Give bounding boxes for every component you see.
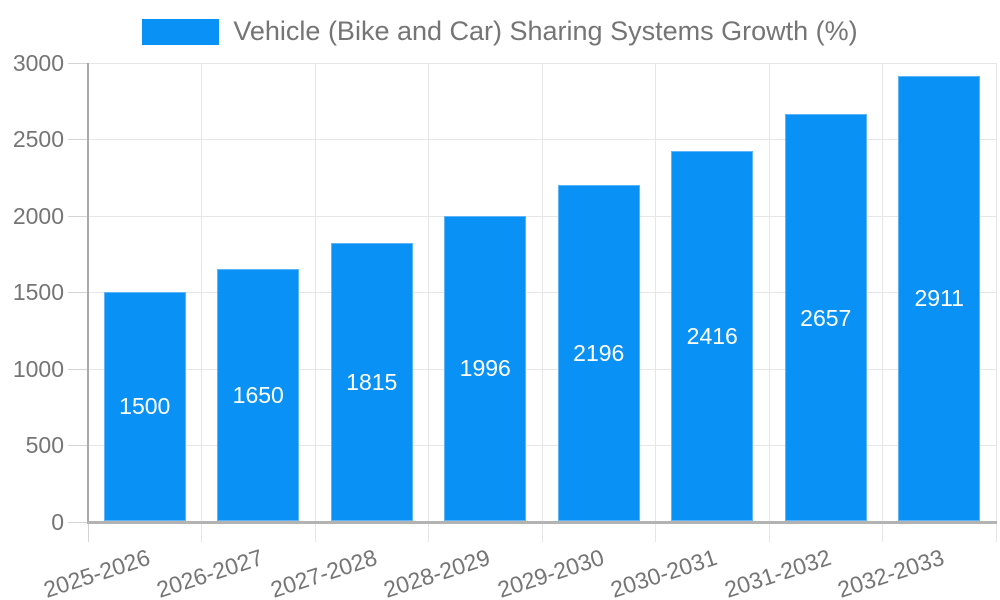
bar: 2911 xyxy=(898,75,981,521)
y-tick-label: 500 xyxy=(25,432,64,458)
y-tick-label: 1500 xyxy=(12,279,64,305)
v-gridline xyxy=(428,63,429,542)
y-tick-label: 2500 xyxy=(12,126,64,152)
v-gridline xyxy=(882,63,883,542)
bar-value-label: 2416 xyxy=(686,323,738,350)
y-tick xyxy=(68,368,88,370)
v-gridline xyxy=(655,63,656,542)
legend-label: Vehicle (Bike and Car) Sharing Systems G… xyxy=(233,16,858,46)
v-gridline xyxy=(995,63,997,542)
bar: 2657 xyxy=(784,114,867,521)
y-tick-label: 0 xyxy=(51,508,64,535)
legend-swatch xyxy=(142,18,220,45)
bar: 1500 xyxy=(103,291,186,521)
x-tick-label: 2026-2027 xyxy=(153,544,267,600)
bar: 1815 xyxy=(330,243,413,521)
x-tick-label: 2025-2026 xyxy=(40,544,153,600)
bar: 1650 xyxy=(217,268,300,521)
bar-value-label: 2911 xyxy=(914,285,964,312)
v-gridline xyxy=(87,522,89,542)
y-axis-line xyxy=(87,63,89,522)
x-tick-label: 2029-2030 xyxy=(494,544,607,600)
x-tick-label: 2032-2033 xyxy=(834,544,948,600)
bar: 1996 xyxy=(444,215,527,521)
y-tick xyxy=(68,215,88,217)
bar-value-label: 1650 xyxy=(232,381,284,408)
x-axis-line xyxy=(87,521,997,524)
y-tick xyxy=(68,521,88,523)
y-tick-label: 3000 xyxy=(12,49,64,76)
v-gridline xyxy=(201,63,202,542)
bar-value-label: 1996 xyxy=(459,355,511,382)
y-tick xyxy=(68,139,88,140)
bar-value-label: 2196 xyxy=(573,340,625,366)
x-tick-label: 2028-2029 xyxy=(380,544,494,600)
bar: 2416 xyxy=(671,151,754,521)
v-gridline xyxy=(541,63,543,542)
y-tick-label: 2000 xyxy=(12,202,64,229)
bar-value-label: 2657 xyxy=(800,304,852,331)
plot-area: 1500 1650 1815 1996 2196 2416 2657 2911 xyxy=(68,62,997,542)
x-tick-label: 2030-2031 xyxy=(607,544,721,600)
y-tick xyxy=(68,445,88,446)
y-tick xyxy=(68,292,88,293)
x-tick-label: 2031-2032 xyxy=(721,544,834,600)
y-tick-label: 1000 xyxy=(12,355,64,382)
x-tick-label: 2027-2028 xyxy=(267,544,380,600)
v-gridline xyxy=(314,63,316,542)
y-tick xyxy=(68,62,88,64)
legend: Vehicle (Bike and Car) Sharing Systems G… xyxy=(0,16,1000,47)
bar-value-label: 1815 xyxy=(346,369,398,396)
bar-value-label: 1500 xyxy=(119,393,171,420)
bar: 2196 xyxy=(557,185,640,521)
v-gridline xyxy=(768,63,770,542)
